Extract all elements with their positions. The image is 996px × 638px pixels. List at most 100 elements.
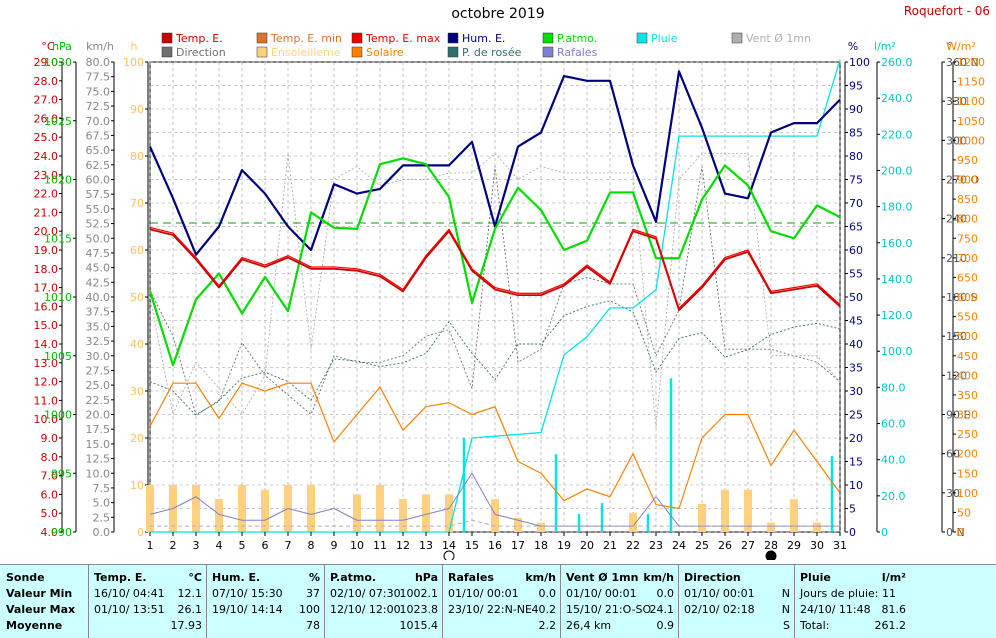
summary-cell-label: Hum. E.	[212, 571, 261, 584]
x-tick-label: 7	[285, 539, 292, 552]
summary-cell-value: 0.0	[538, 587, 557, 600]
summary-cell-label: 12/10/ 12:00	[330, 603, 401, 616]
summary-row: 24/10/ 11:48 81.6	[800, 603, 906, 619]
axis-tick-label: 40.0	[86, 291, 111, 304]
station-name: Roquefort - 06	[903, 4, 990, 18]
axis-tick-label: 65.0	[86, 144, 111, 157]
axis-tick-label: 13.0	[34, 357, 59, 370]
axis-tick-label: 0	[957, 526, 964, 539]
axis-tick-label: 10.0	[34, 413, 59, 426]
axis-tick-label: 60	[130, 244, 144, 257]
x-tick-label: 28	[764, 539, 778, 552]
summary-cell-label: Sonde	[6, 571, 45, 584]
summary-cell-value: 78	[306, 619, 320, 632]
series-vent-line	[150, 519, 840, 527]
summary-cell-value: N	[781, 603, 790, 616]
series-solaire-line	[149, 382, 841, 510]
axis-tick-label: 160.0	[881, 237, 913, 250]
legend-item: P.atmo.	[542, 32, 597, 45]
legend: Temp. E. Temp. E. min Temp. E. max Hum. E. P…	[161, 32, 811, 59]
axis-tick-label: 9.0	[41, 432, 59, 445]
axis-tick-label: 15.0	[86, 438, 111, 451]
axis-tick-label: 60.0	[881, 418, 906, 431]
sunshine-bar	[307, 485, 315, 532]
summary-cell-value: 40.2	[531, 603, 557, 616]
axis-tick-label: 80.0	[86, 56, 111, 69]
axis-tick-label: 0.0	[93, 526, 111, 539]
axis-tick-label: 21.0	[34, 206, 59, 219]
sunshine-bar	[629, 513, 637, 532]
axis-tick-label: 0	[849, 526, 856, 539]
axis-tick-label: 700	[957, 252, 978, 265]
axis-tick-label: 27.0	[34, 94, 59, 107]
x-tick-label: 1	[147, 539, 154, 552]
axis-tick-label: 20.0	[34, 225, 59, 238]
summary-cell-value: °C	[188, 571, 202, 584]
axis-tick-label: 240	[946, 213, 967, 226]
axis-tick-label: 1150	[957, 76, 985, 89]
summary-row: Moyenne	[6, 619, 84, 635]
y-axis-humidity_pct: 0 5 10 15 20 25 30 35 40 45 50 55 60 65 70 75 80 85 90 95 10…	[844, 40, 870, 539]
legend-label: Vent Ø 1mn	[746, 32, 811, 45]
axis-tick-label: 15	[849, 456, 863, 469]
summary-row: Direction	[684, 571, 790, 587]
axis-tick-label: 1020	[44, 174, 72, 187]
x-tick-label: 30	[810, 539, 824, 552]
axis-tick-label: 85	[849, 127, 863, 140]
axis-tick-label: 22.5	[86, 394, 111, 407]
summary-column: Temp. E. °C 16/10/ 04:41 12.1 01/10/ 13:51 26…	[88, 565, 206, 638]
sunshine-bar	[146, 485, 154, 532]
series-temp_max-line	[149, 226, 841, 309]
x-tick-label: 15	[465, 539, 479, 552]
axis-tick-label: 240.0	[881, 92, 913, 105]
summary-cell-value: S	[783, 619, 790, 632]
summary-cell-label: 23/10/ 22:N-NE	[448, 603, 532, 616]
axis-tick-label: 67.5	[86, 129, 111, 142]
legend-label: Temp. E. min	[270, 32, 342, 45]
axis-tick-label: 990	[51, 526, 72, 539]
axis-tick-label: 62.5	[86, 159, 111, 172]
summary-cell-label: Jours de pluie: 11	[800, 587, 896, 600]
summary-cell-label: 01/10/ 00:01	[448, 587, 519, 600]
axis-tick-label: 300	[957, 409, 978, 422]
legend-item: Vent Ø 1mn	[731, 32, 811, 45]
summary-cell-label: 07/10/ 15:30	[212, 587, 283, 600]
summary-table: Sonde Valeur Min Valeur Max Moyenne Temp. E.…	[0, 564, 996, 638]
summary-column: Rafales km/h 01/10/ 00:01 0.0 23/10/ 22:N-NE…	[442, 565, 560, 638]
x-tick-label: 9	[331, 539, 338, 552]
summary-cell-label: Temp. E.	[94, 571, 147, 584]
legend-item: Temp. E. max	[351, 32, 441, 45]
axis-tick-label: 270 O	[946, 174, 979, 187]
axis-tick-label: 70.0	[86, 115, 111, 128]
axis-tick-label: 30.0	[86, 350, 111, 363]
legend-swatch	[351, 32, 363, 44]
axis-tick-label: 1050	[957, 115, 985, 128]
axis-tick-label: 200	[957, 448, 978, 461]
axis-tick-label: 100.0	[881, 345, 913, 358]
summary-cell-label: 01/10/ 00:01	[684, 587, 755, 600]
axis-tick-label: 35	[849, 362, 863, 375]
axis-tick-label: 850	[957, 193, 978, 206]
summary-row: 26,4 km 0.9	[566, 619, 674, 635]
summary-cell-value: 37	[306, 587, 320, 600]
x-tick-label: 23	[649, 539, 663, 552]
series-temp-line	[149, 228, 841, 312]
summary-cell-value: km/h	[643, 571, 674, 584]
y-axis-temp_c: 4.0 5.0 6.0 7.0 8.0 9.0 10.0 11.0 12.0 13.0 14.0 15…	[34, 40, 63, 539]
axis-tick-label: 40.0	[881, 454, 906, 467]
axis-unit: %	[848, 40, 858, 53]
axis-tick-label: 140.0	[881, 273, 913, 286]
x-tick-label: 29	[787, 539, 801, 552]
series-hum-line	[148, 70, 841, 256]
sunshine-bar	[399, 499, 407, 532]
axis-tick-label: 45	[849, 315, 863, 328]
axis-tick-label: 77.5	[86, 71, 111, 84]
summary-cell-value: 81.6	[881, 603, 907, 616]
summary-row: Valeur Min	[6, 587, 84, 603]
axis-tick-label: 20	[849, 432, 863, 445]
axis-unit: W/m²	[946, 40, 976, 53]
legend-swatch	[161, 46, 173, 58]
axis-tick-label: 70	[130, 197, 144, 210]
axis-tick-label: 20	[130, 432, 144, 445]
axis-tick-label: 55	[849, 268, 863, 281]
